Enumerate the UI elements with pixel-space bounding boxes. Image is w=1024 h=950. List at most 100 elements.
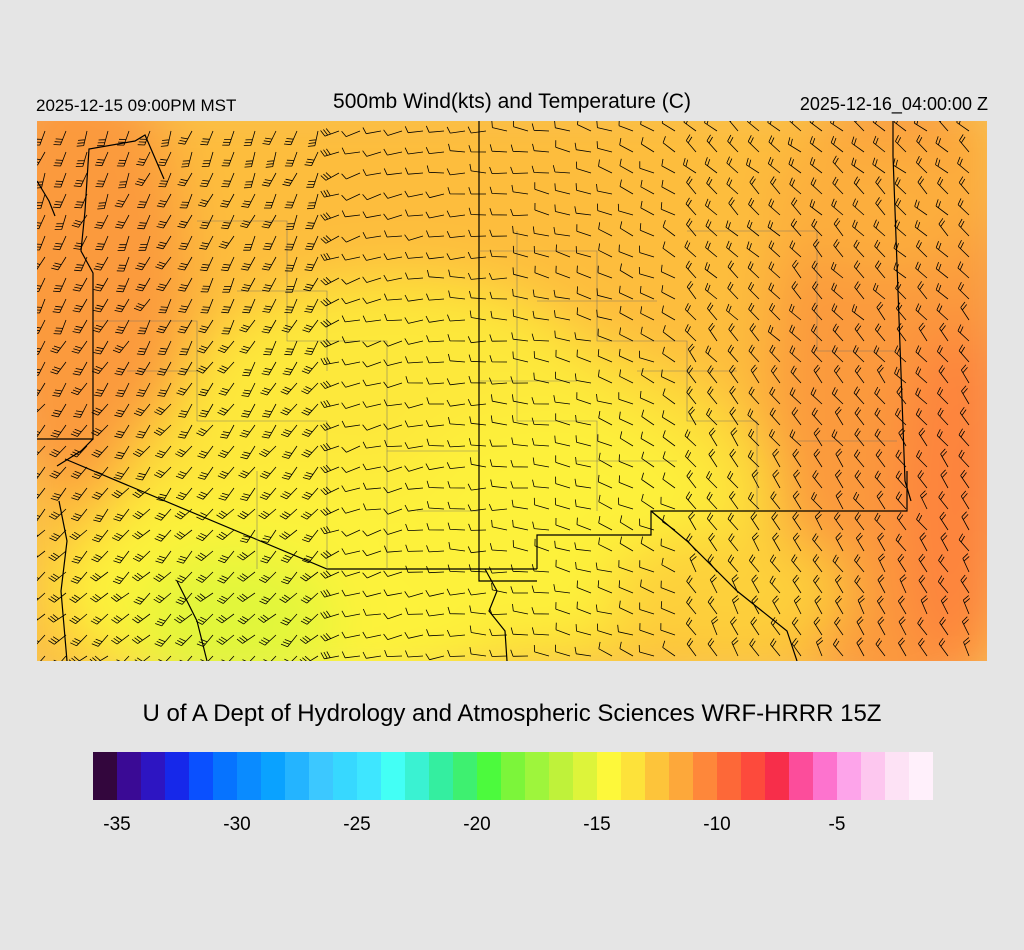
wind-barb [362,482,382,490]
wind-barb [426,545,445,553]
wind-barb [135,256,151,271]
wind-barb [768,198,781,216]
wind-barb [383,570,403,577]
wind-barb [384,649,403,657]
wind-barb [300,592,319,604]
wind-barb [750,511,760,531]
wind-barb [196,508,214,521]
wind-barb [533,245,550,258]
wind-barb [307,130,319,147]
wind-barb [239,340,256,354]
wind-barb [511,499,529,510]
wind-barb [217,361,235,374]
wind-barb [597,623,613,636]
wind-barb [598,222,613,237]
wind-barb [239,214,256,228]
wind-barb [830,135,844,153]
wind-barb [426,293,445,301]
wind-barb [93,382,109,397]
wind-barb [114,445,130,460]
wind-barb [553,395,571,405]
wind-barb [468,229,487,237]
wind-barb [242,298,256,314]
wind-barb [728,197,739,216]
wind-barb [93,340,109,355]
wind-barb [320,422,340,431]
wind-barb [320,464,340,474]
wind-barb [51,256,67,271]
wind-barb [198,193,214,207]
wind-barb [914,199,928,216]
wind-barb [686,596,697,615]
wind-barb [575,183,592,195]
wind-barb [938,491,949,510]
wind-barb [619,431,634,447]
wind-barb [534,538,550,552]
wind-barb [405,544,424,552]
wind-barb [405,376,424,384]
wind-barb [469,647,487,657]
wind-barb [156,214,172,229]
wind-barb [960,301,970,321]
wind-barb [814,511,823,531]
wind-barb [362,315,382,323]
wind-barb [726,177,739,195]
wind-barb [70,571,88,584]
wind-barb [258,634,277,646]
wind-barb [639,223,655,237]
wind-barb [639,161,655,174]
wind-barb [708,448,718,468]
wind-barb [640,536,655,552]
wind-barb [136,151,151,166]
colorbar-cell [813,752,837,800]
wind-barb [767,121,781,132]
wind-barb [598,369,613,384]
wind-barb [117,235,130,251]
wind-barb [770,491,781,510]
wind-barb [936,429,949,447]
wind-barb [131,634,151,644]
wind-barb [685,197,697,216]
wind-barb [156,319,172,334]
wind-barb [320,486,340,495]
wind-barb [894,219,907,237]
wind-barb [811,260,823,279]
wind-barb [383,129,403,136]
wind-barb [791,281,802,300]
wind-barb [769,554,781,573]
wind-barb [576,307,592,321]
wind-barb [426,377,445,385]
wind-barb [134,172,151,186]
wind-barb [727,134,739,153]
wind-barb [341,466,361,473]
wind-barb [404,631,424,639]
colorbar-cell [165,752,189,800]
wind-barb [772,532,781,552]
wind-barb [727,512,739,531]
wind-barb [596,121,613,132]
wind-barb [71,550,88,564]
wind-barb [426,566,445,574]
wind-barb [835,448,844,468]
wind-barb [37,550,46,558]
wind-barb [91,466,109,480]
colorbar-cell [477,752,501,800]
wind-barb [686,218,697,237]
wind-barb [198,403,214,418]
wind-barb [175,445,193,458]
wind-barb [239,487,256,501]
wind-barb [917,281,928,300]
wind-barb [320,507,340,516]
wind-barb [554,330,571,342]
wind-barb [116,277,130,293]
wind-barb [660,601,676,615]
wind-barb [404,402,424,409]
wind-barb [154,403,172,416]
wind-barb [157,151,172,166]
wind-barb [341,147,361,155]
wind-barb [240,403,256,418]
wind-barb [746,219,760,237]
wind-barb [195,613,214,625]
wind-barb [597,474,613,489]
wind-barb [791,637,802,657]
